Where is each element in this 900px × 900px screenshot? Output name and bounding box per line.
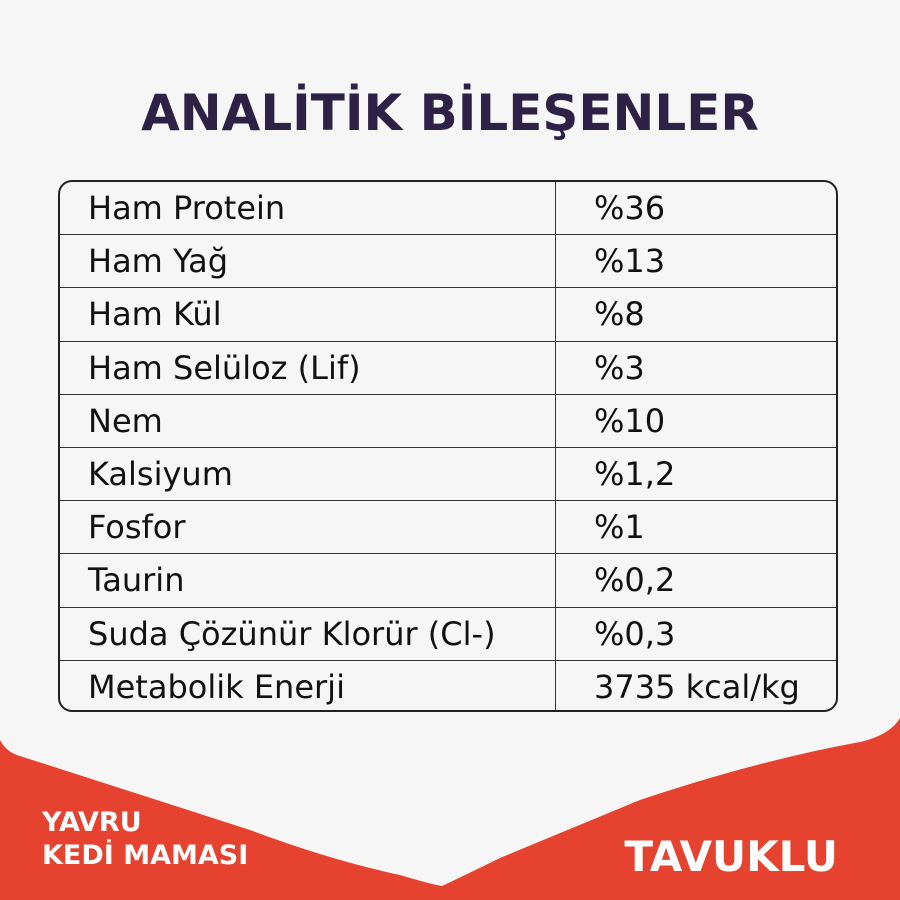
nutrient-name: Ham Selüloz (Lif) bbox=[60, 341, 556, 394]
table-row: Ham Kül %8 bbox=[60, 288, 836, 342]
table-row: Kalsiyum %1,2 bbox=[60, 447, 836, 502]
nutrient-value: %3 bbox=[594, 348, 645, 387]
nutrient-value: %36 bbox=[594, 189, 666, 227]
nutrient-name: Ham Yağ bbox=[60, 235, 556, 288]
nutrient-name: Kalsiyum bbox=[60, 447, 556, 501]
page-title: ANALİTİK BİLEŞENLER bbox=[141, 84, 759, 142]
flavor-label: TAVUKLU bbox=[624, 832, 838, 881]
product-type-line2: KEDİ MAMASI bbox=[42, 840, 249, 871]
nutrient-value: %0,2 bbox=[594, 561, 676, 600]
table-row: Ham Protein %36 bbox=[60, 182, 836, 236]
table-row: Ham Selüloz (Lif) %3 bbox=[60, 341, 836, 395]
nutrient-name: Ham Kül bbox=[60, 288, 556, 341]
nutrient-value: %13 bbox=[594, 242, 666, 281]
product-type-label: YAVRU KEDİ MAMASI bbox=[42, 806, 248, 872]
nutrient-value: %0,3 bbox=[594, 614, 676, 653]
table-row: Fosfor %1 bbox=[60, 501, 836, 555]
product-type-line1: YAVRU bbox=[42, 807, 142, 838]
table-row: Suda Çözünür Klorür (Cl-) %0,3 bbox=[60, 607, 836, 661]
nutrient-value: %1 bbox=[594, 508, 645, 547]
nutrient-value: %10 bbox=[594, 401, 666, 440]
table-row: Taurin %0,2 bbox=[60, 554, 836, 608]
table-row: Ham Yağ %13 bbox=[60, 235, 836, 289]
table-row: Metabolik Enerji 3735 kcal/kg bbox=[60, 660, 836, 710]
nutrient-name: Taurin bbox=[60, 554, 556, 607]
nutrient-value: %8 bbox=[594, 295, 645, 334]
nutrient-name: Nem bbox=[60, 394, 556, 447]
table-row: Nem %10 bbox=[60, 394, 836, 448]
nutrient-name: Fosfor bbox=[60, 501, 556, 554]
nutrition-table: Ham Protein %36 Ham Yağ %13 Ham Kül %8 Ham Sel… bbox=[58, 180, 838, 712]
nutrient-name: Metabolik Enerji bbox=[60, 660, 556, 710]
nutrient-name: Suda Çözünür Klorür (Cl-) bbox=[60, 607, 556, 660]
nutrient-value: %1,2 bbox=[594, 454, 676, 493]
nutrient-name: Ham Protein bbox=[60, 182, 556, 235]
nutrient-value: 3735 kcal/kg bbox=[594, 667, 800, 706]
